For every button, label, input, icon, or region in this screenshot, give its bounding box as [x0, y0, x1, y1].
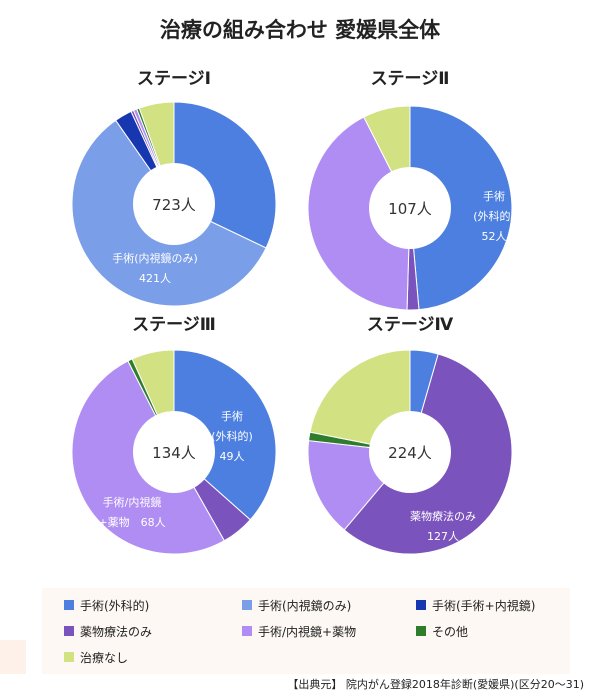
- legend-item: その他: [416, 623, 468, 639]
- data-label: 薬物療法のみ 127人: [410, 509, 476, 543]
- legend-label: 手術/内視鏡+薬物: [258, 624, 357, 639]
- pie-slice: [173, 349, 277, 521]
- total-label: 723人: [152, 196, 196, 214]
- legend-label: 手術(内視鏡のみ): [258, 598, 352, 613]
- legend-swatch: [64, 626, 74, 636]
- legend: 手術(外科的) 手術(内視鏡のみ) 手術(手術+内視鏡) 薬物療法のみ 手術/内…: [42, 588, 570, 674]
- total-label: 107人: [388, 200, 432, 218]
- legend-swatch: [242, 600, 252, 610]
- legend-item: 薬物療法のみ: [64, 623, 152, 639]
- chart-title: ステージⅡ: [371, 69, 450, 89]
- donut-hole: [369, 411, 451, 493]
- data-label: 手術(外科的) 49人: [211, 409, 253, 463]
- legend-swatch: [416, 626, 426, 636]
- total-label: 134人: [152, 444, 196, 462]
- legend-label: その他: [432, 624, 469, 639]
- legend-swatch: [242, 626, 252, 636]
- source-note: 【出典元】 院内がん登録2018年診断(愛媛県)(区分20～31): [287, 678, 584, 691]
- data-label: 手術/内視鏡+薬物 68人: [98, 495, 165, 529]
- decorative-band: [0, 640, 26, 674]
- legend-item: 手術(内視鏡のみ): [242, 597, 351, 613]
- legend-swatch: [64, 600, 74, 610]
- chart-title: ステージⅠ: [137, 69, 211, 89]
- legend-label: 手術(外科的): [80, 598, 150, 613]
- data-label: 手術(外科的) 52人: [473, 189, 515, 243]
- legend-item: 手術(手術+内視鏡): [416, 597, 535, 613]
- pie-slice: [307, 116, 411, 311]
- legend-swatch: [416, 600, 426, 610]
- legend-label: 手術(手術+内視鏡): [432, 598, 536, 613]
- page-title: 治療の組み合わせ 愛媛県全体: [159, 18, 441, 42]
- legend-item: 治療なし: [64, 649, 128, 665]
- total-label: 224人: [388, 444, 432, 462]
- donut-chart: ステージⅡ 107人 手術(外科的) 52人: [307, 69, 515, 311]
- pie-slice: [409, 105, 513, 311]
- legend-swatch: [64, 652, 74, 662]
- legend-item: 手術(外科的): [64, 597, 149, 613]
- donut-hole: [133, 411, 215, 493]
- chart-title: ステージⅣ: [367, 315, 454, 335]
- donut-hole: [369, 167, 451, 249]
- data-label: 手術(内視鏡のみ) 421人: [112, 251, 198, 285]
- chart-title: ステージⅢ: [132, 315, 216, 335]
- donut-hole: [133, 163, 215, 245]
- legend-label: 薬物療法のみ: [80, 624, 153, 639]
- legend-label: 治療なし: [80, 650, 129, 665]
- legend-item: 手術/内視鏡+薬物: [242, 623, 356, 639]
